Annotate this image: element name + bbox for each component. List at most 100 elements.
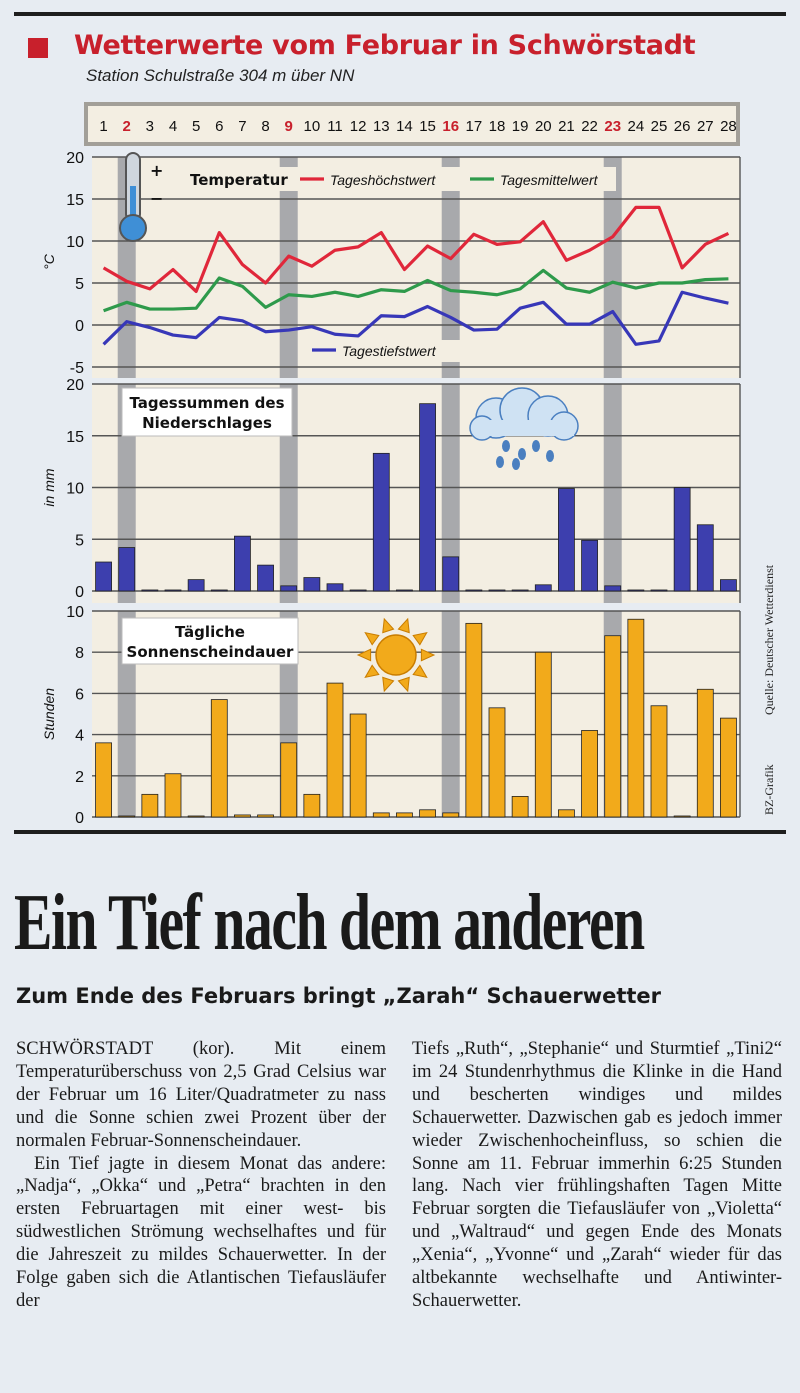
data-bar bbox=[326, 583, 344, 592]
data-bar bbox=[280, 742, 298, 818]
y-tick-label: 4 bbox=[75, 728, 84, 745]
day-label: 2 bbox=[122, 118, 131, 135]
day-label: 10 bbox=[303, 118, 321, 135]
data-bar bbox=[164, 589, 182, 592]
data-bar bbox=[257, 564, 274, 592]
legend-background bbox=[306, 340, 462, 362]
data-bar bbox=[696, 524, 714, 592]
data-bar bbox=[210, 589, 228, 592]
data-bar bbox=[187, 815, 205, 818]
day-label: 18 bbox=[488, 118, 506, 135]
rain-drop-icon bbox=[518, 448, 526, 460]
sun-icon bbox=[382, 676, 395, 693]
data-bar bbox=[326, 682, 344, 818]
data-bar bbox=[95, 742, 112, 818]
thermometer-icon bbox=[130, 186, 136, 224]
highlight-band bbox=[441, 157, 460, 378]
rain-cloud-icon bbox=[482, 420, 574, 436]
y-tick-label: 8 bbox=[75, 645, 84, 662]
day-label: 14 bbox=[396, 118, 413, 135]
data-bar bbox=[141, 589, 159, 592]
data-bar bbox=[534, 651, 552, 818]
legend-background bbox=[186, 167, 616, 191]
data-bar bbox=[442, 556, 460, 592]
title-box bbox=[121, 387, 293, 437]
rain-drop-icon bbox=[532, 440, 540, 452]
data-bar bbox=[581, 730, 598, 818]
data-bar bbox=[720, 579, 737, 592]
thermometer-minus: − bbox=[150, 189, 163, 208]
sun-icon bbox=[356, 648, 372, 662]
data-bar bbox=[720, 717, 737, 818]
data-bar bbox=[442, 812, 460, 818]
day-label: 7 bbox=[238, 118, 247, 135]
data-bar bbox=[187, 579, 205, 592]
paragraph: Ein Tief jagte in diesem Monat das ander… bbox=[16, 1153, 386, 1311]
day-label: 15 bbox=[419, 118, 436, 135]
series-line bbox=[103, 268, 729, 313]
day-label: 5 bbox=[191, 118, 201, 135]
paragraph: Tiefs „Ruth“, „Stephanie“ und Sturmtief … bbox=[412, 1039, 782, 1311]
y-tick-label: 6 bbox=[75, 686, 84, 703]
data-bar bbox=[650, 589, 668, 592]
rain-drop-icon bbox=[502, 440, 510, 452]
day-label: 12 bbox=[349, 118, 367, 135]
y-tick-label: 0 bbox=[75, 810, 84, 827]
rain-drop-icon bbox=[512, 458, 520, 470]
data-bar bbox=[696, 688, 714, 818]
day-axis-bar: 1 2 3 4 5 6 7 8 9 10 11 12 13 14 15 16 17 18 19 20 21 22 23 24 2… bbox=[84, 102, 740, 146]
sun-icon bbox=[364, 631, 380, 646]
data-bar bbox=[118, 547, 136, 592]
chart-title: Temperatur bbox=[190, 171, 288, 189]
sun-icon bbox=[412, 664, 428, 679]
data-bar bbox=[511, 589, 529, 592]
day-label: 22 bbox=[581, 118, 598, 135]
day-label: 26 bbox=[673, 118, 691, 135]
chart-title: Tagessummen des bbox=[129, 394, 284, 412]
data-bar bbox=[604, 635, 622, 818]
data-bar bbox=[210, 699, 228, 818]
data-bar bbox=[303, 577, 321, 592]
legend-label: Tagesmittelwert bbox=[500, 172, 599, 188]
y-tick-label: 10 bbox=[66, 481, 84, 498]
data-bar bbox=[465, 622, 483, 818]
paragraph: SCHWÖRSTADT (kor). Mit einem Temperaturü… bbox=[16, 1039, 386, 1151]
chart-title: Tägliche bbox=[175, 623, 245, 641]
y-tick-label: 20 bbox=[66, 377, 84, 394]
y-tick-label: 5 bbox=[75, 532, 84, 549]
day-label: 28 bbox=[720, 118, 737, 135]
highlight-band bbox=[441, 384, 460, 603]
day-label: 24 bbox=[627, 118, 645, 135]
data-bar bbox=[257, 814, 274, 818]
day-label: 23 bbox=[604, 118, 622, 135]
legend-label: Tageshöchstwert bbox=[330, 172, 436, 188]
day-label: 4 bbox=[168, 118, 178, 135]
y-tick-label: 15 bbox=[66, 429, 84, 446]
day-label: 13 bbox=[372, 118, 390, 135]
data-bar bbox=[95, 561, 112, 592]
day-label: 1 bbox=[99, 118, 108, 135]
series-line bbox=[102, 290, 729, 346]
graphic-subtitle: Station Schulstraße 304 m über NN bbox=[86, 66, 355, 85]
data-bar bbox=[396, 589, 413, 592]
chart-title: Niederschlages bbox=[142, 414, 272, 432]
data-bar bbox=[349, 713, 367, 818]
data-bar bbox=[141, 793, 159, 818]
data-bar bbox=[372, 452, 390, 592]
highlight-band bbox=[441, 611, 460, 817]
source-credit: Quelle: Deutscher Wetterdienst bbox=[762, 564, 776, 715]
y-axis-label: °C bbox=[41, 253, 57, 270]
y-tick-label: 15 bbox=[66, 192, 84, 209]
data-bar bbox=[164, 773, 182, 818]
data-bar bbox=[511, 796, 529, 818]
sun-icon bbox=[397, 676, 410, 693]
data-bar bbox=[627, 589, 645, 592]
data-bar bbox=[558, 488, 575, 592]
highlight-band bbox=[279, 384, 298, 603]
data-bar bbox=[396, 812, 413, 818]
title-box bbox=[121, 617, 299, 665]
article-column-right: Tiefs „Ruth“, „Stephanie“ und Sturmtief … bbox=[412, 1038, 782, 1313]
day-label: 9 bbox=[284, 118, 293, 135]
data-bar bbox=[534, 584, 552, 592]
data-bar bbox=[234, 814, 251, 818]
